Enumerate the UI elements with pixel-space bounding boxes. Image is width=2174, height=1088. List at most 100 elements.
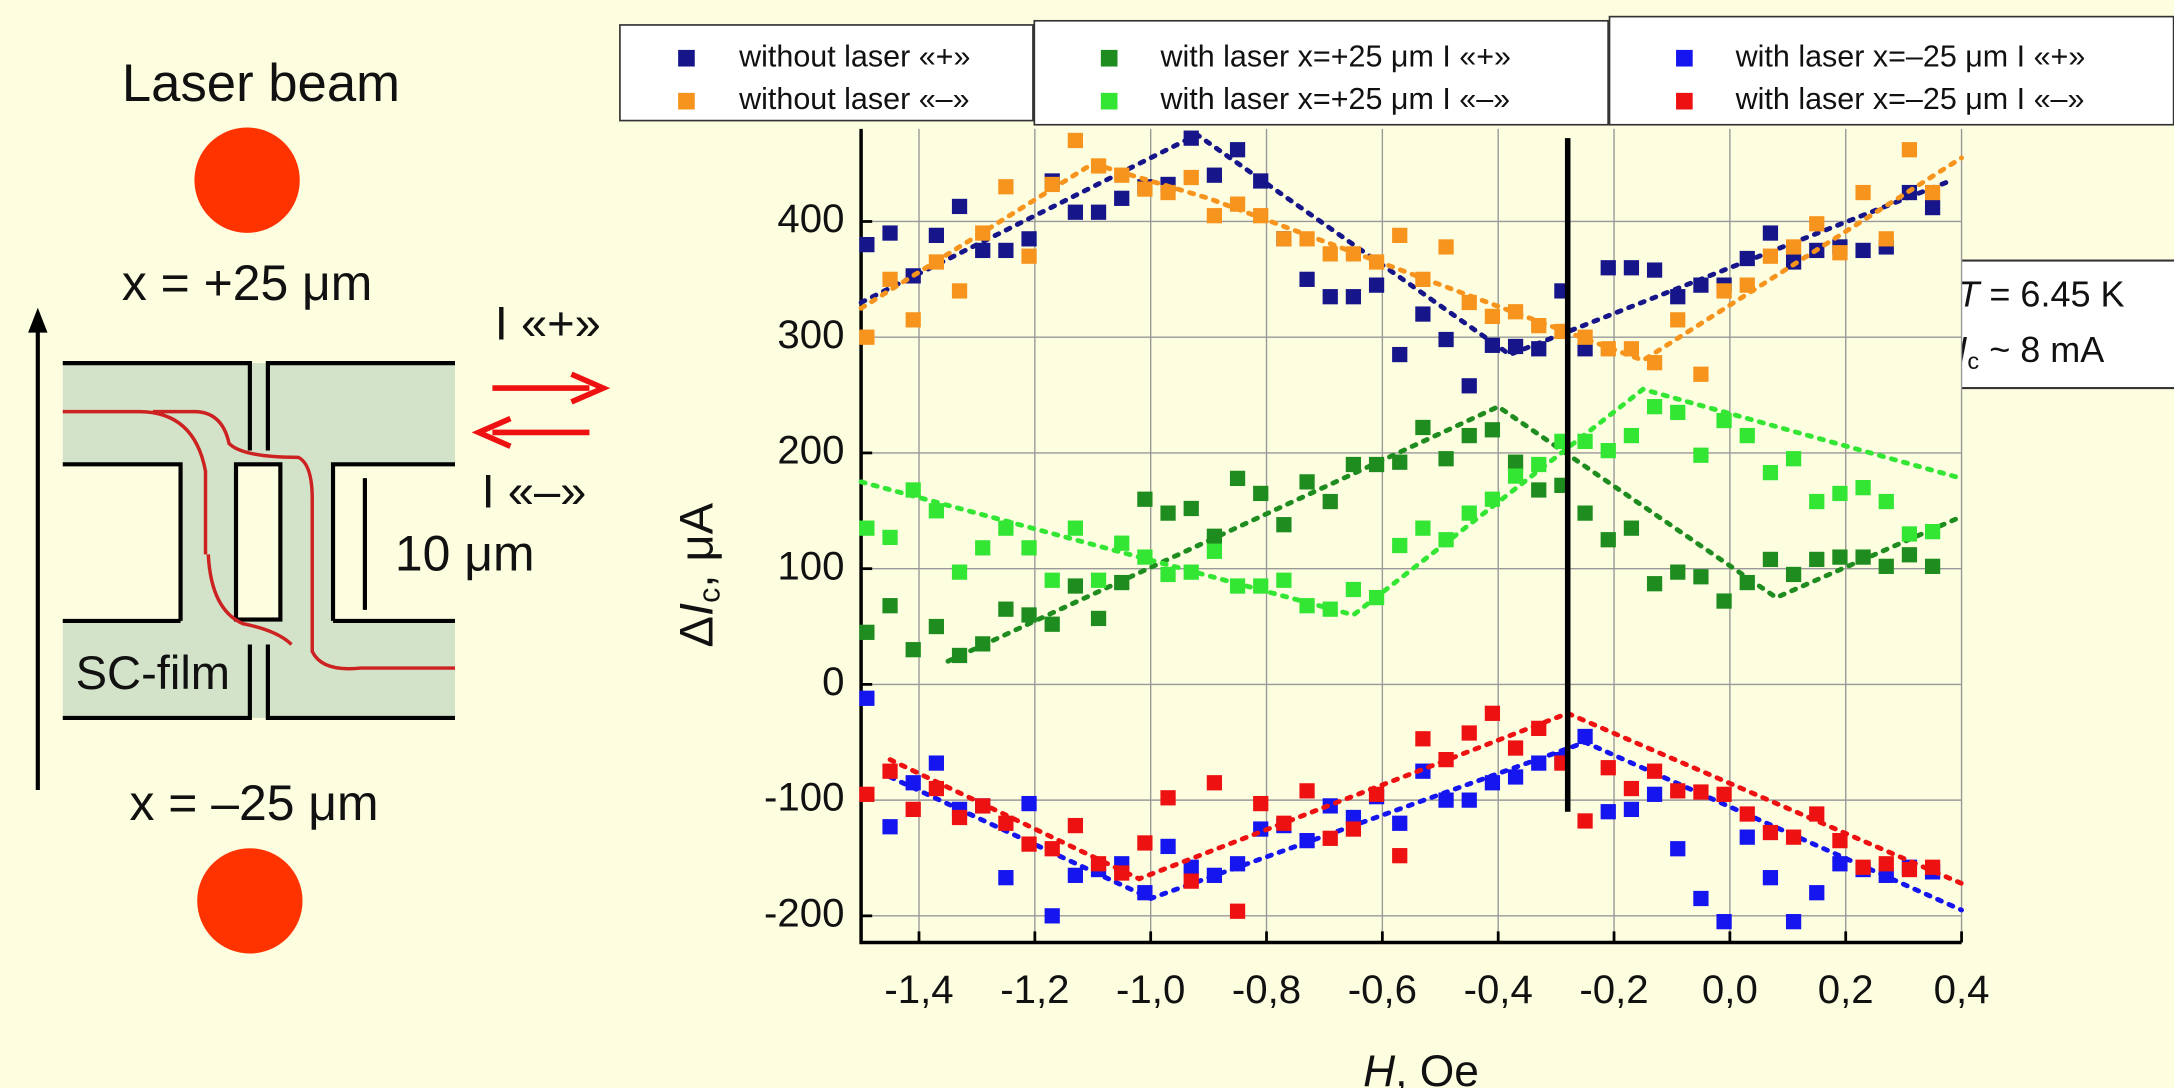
- data-point: [1091, 611, 1106, 626]
- data-point: [952, 199, 967, 214]
- legend-swatch: [1676, 93, 1693, 110]
- data-point: [1184, 501, 1199, 516]
- x-tick-label: -0,6: [1348, 967, 1417, 1012]
- data-point: [1832, 856, 1847, 871]
- data-point: [1068, 133, 1083, 148]
- data-point: [1786, 239, 1801, 254]
- data-point: [1230, 904, 1245, 919]
- data-point: [1716, 413, 1731, 428]
- data-point: [1137, 181, 1152, 196]
- data-point: [1438, 793, 1453, 808]
- data-point: [1716, 914, 1731, 929]
- data-point: [1601, 804, 1616, 819]
- data-point: [1670, 565, 1685, 580]
- data-point: [1693, 569, 1708, 584]
- data-point: [1276, 816, 1291, 831]
- data-point: [1716, 283, 1731, 298]
- data-point: [1392, 848, 1407, 863]
- data-point: [1670, 783, 1685, 798]
- data-point: [1740, 806, 1755, 821]
- data-point: [1068, 205, 1083, 220]
- data-point: [1647, 576, 1662, 591]
- data-point: [1184, 170, 1199, 185]
- data-point: [859, 330, 874, 345]
- legend: without laser «+»without laser «–»with l…: [620, 17, 2174, 125]
- data-point: [975, 225, 990, 240]
- data-point: [1693, 784, 1708, 799]
- data-point: [1137, 885, 1152, 900]
- data-point: [1369, 278, 1384, 293]
- data-point: [1230, 856, 1245, 871]
- data-point: [859, 521, 874, 536]
- data-point: [1462, 725, 1477, 740]
- data-point: [1323, 602, 1338, 617]
- data-point: [1276, 573, 1291, 588]
- y-label-part: I: [670, 603, 723, 616]
- data-point: [1531, 755, 1546, 770]
- data-point: [998, 816, 1013, 831]
- data-point: [1832, 549, 1847, 564]
- data-point: [1832, 245, 1847, 260]
- data-point: [1693, 278, 1708, 293]
- data-point: [906, 802, 921, 817]
- x-tick-label: -0,4: [1464, 967, 1533, 1012]
- hole: [236, 464, 280, 619]
- data-point: [1531, 318, 1546, 333]
- data-point: [1809, 806, 1824, 821]
- data-point: [1021, 231, 1036, 246]
- data-point: [1230, 578, 1245, 593]
- legend-label: with laser x=–25 μm I «+»: [1735, 39, 2086, 73]
- data-point: [1647, 787, 1662, 802]
- y-tick-label: 100: [777, 543, 844, 588]
- annotation-part: ~ 8 mA: [1979, 329, 2104, 370]
- data-point: [1369, 590, 1384, 605]
- legend-swatch: [1101, 93, 1118, 110]
- data-point: [1855, 185, 1870, 200]
- data-point: [1693, 448, 1708, 463]
- data-point: [1601, 341, 1616, 356]
- data-point: [1346, 582, 1361, 597]
- data-point: [1091, 856, 1106, 871]
- data-point: [1438, 752, 1453, 767]
- y-tick-label: 0: [822, 659, 844, 704]
- data-point: [882, 819, 897, 834]
- data-point: [1740, 428, 1755, 443]
- data-point: [1207, 208, 1222, 223]
- data-point: [1415, 521, 1430, 536]
- data-point: [1137, 835, 1152, 850]
- data-point: [1415, 731, 1430, 746]
- data-point: [1716, 787, 1731, 802]
- y-tick-label: -100: [764, 775, 844, 820]
- data-point: [975, 540, 990, 555]
- data-point: [952, 283, 967, 298]
- data-point: [1855, 549, 1870, 564]
- data-point: [1137, 492, 1152, 507]
- data-point: [1114, 575, 1129, 590]
- y-axis-label: ΔIc, μA: [670, 502, 727, 647]
- data-point: [1902, 142, 1917, 157]
- data-point: [1670, 405, 1685, 420]
- data-point: [1184, 131, 1199, 146]
- data-point: [1485, 706, 1500, 721]
- data-point: [1740, 575, 1755, 590]
- data-point: [1531, 341, 1546, 356]
- y-label-part: , μA: [670, 502, 723, 587]
- data-point: [1091, 573, 1106, 588]
- x-tick-label: 0,4: [1934, 967, 1990, 1012]
- y-tick-label: 200: [777, 428, 844, 473]
- data-point: [1207, 868, 1222, 883]
- data-point: [1485, 492, 1500, 507]
- data-point: [1299, 231, 1314, 246]
- data-point: [1392, 347, 1407, 362]
- data-point: [1021, 540, 1036, 555]
- x-tick-label: -0,8: [1232, 967, 1301, 1012]
- data-point: [1184, 874, 1199, 889]
- data-point: [1879, 856, 1894, 871]
- data-point: [1786, 567, 1801, 582]
- data-point: [1508, 339, 1523, 354]
- data-point: [1438, 239, 1453, 254]
- data-point: [1253, 578, 1268, 593]
- data-point: [1068, 818, 1083, 833]
- legend-swatch: [678, 93, 695, 110]
- data-point: [975, 636, 990, 651]
